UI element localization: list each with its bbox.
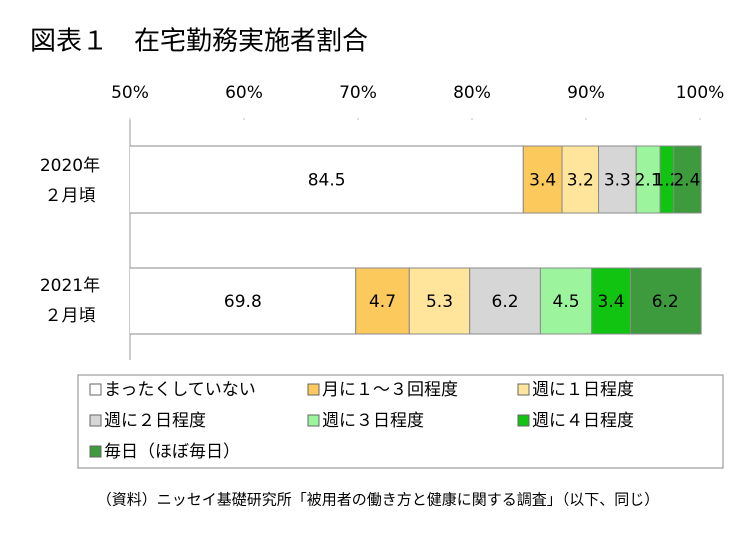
bar-segment [629, 267, 702, 335]
bars: 84.5 3.4 3.2 3.3 2.11.22.469.8 4.7 5.3 6.2 4.5 3.… [130, 145, 702, 335]
chart-title: 図表１ 在宅勤務実施者割合 [30, 27, 368, 57]
data-label: 3.4 [529, 171, 556, 191]
legend-swatch [89, 383, 102, 396]
x-tick-label: 90% [567, 83, 605, 103]
data-label: 3.4 [598, 292, 625, 312]
legend-swatch [89, 445, 102, 458]
x-tick-label: 60% [225, 83, 263, 103]
bar-segment [522, 145, 563, 214]
bar-segment [408, 267, 471, 335]
data-label: 5.3 [426, 292, 453, 312]
legend-label: 週に４日程度 [532, 411, 634, 431]
data-label: 3.2 [567, 171, 594, 191]
data-label: 2.4 [673, 171, 700, 191]
x-tick-label: 50% [111, 83, 149, 103]
y-tick-label: 2020年 ２月頃 [39, 156, 101, 206]
bar-segment [469, 267, 541, 335]
x-tick-label: 100% [676, 83, 725, 103]
legend-label: 月に１～３回程度 [322, 380, 458, 400]
y-tick-label: 2021年 ２月頃 [39, 276, 101, 326]
source-note: （資料）ニッセイ基礎研究所「被用者の働き方と健康に関する調査」（以下、同じ） [97, 491, 660, 509]
legend-label: 週に１日程度 [532, 380, 634, 400]
legend-label: 毎日（ほぼ毎日） [104, 442, 240, 462]
data-label: 3.3 [604, 171, 631, 191]
x-tick-label: 80% [453, 83, 491, 103]
legend-swatch [517, 414, 530, 427]
bar-segment [591, 267, 631, 335]
legend-swatch [307, 414, 320, 427]
legend-label: 週に２日程度 [104, 411, 206, 431]
data-label: 2.1 [635, 171, 662, 191]
legend-swatch [307, 383, 320, 396]
data-label: 4.7 [369, 292, 396, 312]
legend-label: 週に３日程度 [322, 411, 424, 431]
bar-segment [355, 267, 410, 335]
legend-swatch [517, 383, 530, 396]
data-label: 6.2 [652, 292, 679, 312]
data-label: 6.2 [492, 292, 519, 312]
data-label: 84.5 [308, 171, 346, 191]
data-label: 4.5 [553, 292, 580, 312]
data-label: 69.8 [224, 292, 262, 312]
legend-swatch [89, 414, 102, 427]
bar-segment [673, 145, 702, 214]
legend-label: まったくしていない [104, 380, 256, 400]
bar-segment [598, 145, 637, 214]
bar-segment [539, 267, 593, 335]
x-tick-label: 70% [339, 83, 377, 103]
bar-segment [130, 267, 357, 335]
legend-box [77, 374, 724, 469]
